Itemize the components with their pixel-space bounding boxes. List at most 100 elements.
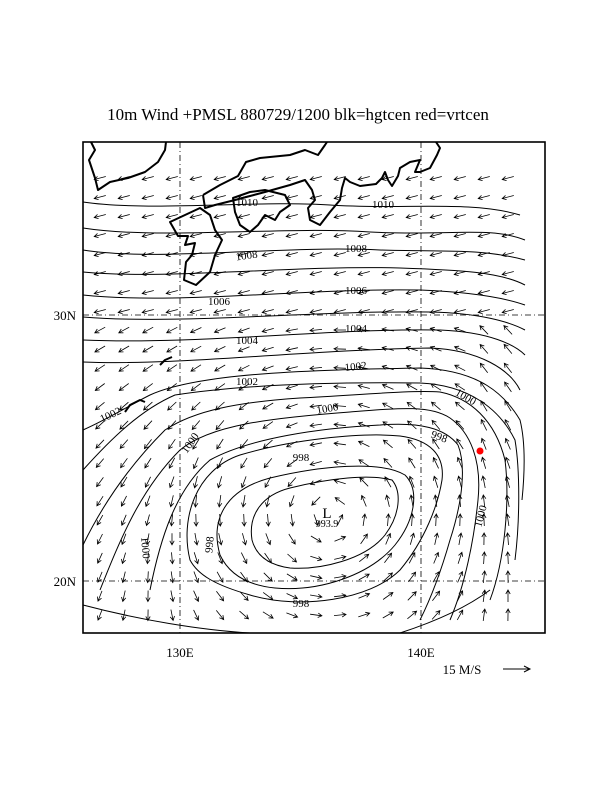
isobar-label: 1010 xyxy=(236,197,259,209)
wind-vector-arrow xyxy=(145,552,151,565)
wind-vector-arrow xyxy=(453,214,466,219)
wind-vector-arrow xyxy=(189,214,202,219)
wind-vector-arrow xyxy=(262,421,274,429)
wind-vector-arrow xyxy=(262,439,273,449)
wind-vector-arrow xyxy=(165,233,178,238)
wind-vector-arrow xyxy=(357,290,370,295)
wind-vector-arrow xyxy=(477,233,490,238)
wind-vector-arrow xyxy=(97,609,103,621)
wind-vector-arrow xyxy=(120,514,127,526)
wind-vector-arrow xyxy=(429,233,442,238)
wind-vector-arrow xyxy=(407,438,417,449)
isobar-label: 1008 xyxy=(345,243,368,255)
wind-vector-arrow xyxy=(237,271,250,276)
wind-vector-arrow xyxy=(118,364,130,372)
wind-vector-arrow xyxy=(357,365,370,371)
wind-vector-arrow xyxy=(118,401,129,411)
wind-vector-arrow xyxy=(165,309,178,314)
wind-vector-arrow xyxy=(480,456,487,469)
wind-vector-arrow xyxy=(383,457,393,468)
wind-vector-arrow xyxy=(288,495,295,508)
wind-vector-arrow xyxy=(261,309,274,314)
wind-vector-arrow xyxy=(505,532,511,546)
wind-vector-arrow xyxy=(145,609,151,622)
wind-vector-arrow xyxy=(309,461,322,466)
graticule xyxy=(83,142,545,633)
wind-vector-arrow xyxy=(191,420,201,431)
wind-vector-arrow xyxy=(213,309,226,314)
wind-vector-arrow xyxy=(193,590,200,603)
wind-vector-arrow xyxy=(407,420,417,430)
isobar-label: 1004 xyxy=(236,335,259,347)
wind-vector-arrow xyxy=(433,494,439,507)
wind-vector-arrow xyxy=(286,459,298,467)
wind-vector-arrow xyxy=(238,401,249,411)
wind-vector-arrow xyxy=(96,514,104,526)
wind-vector-arrow xyxy=(481,475,487,488)
wind-vector-arrow xyxy=(94,383,105,391)
wind-vector-arrow xyxy=(381,402,394,410)
wind-vector-arrow xyxy=(142,345,154,353)
wind-vector-arrow xyxy=(237,309,250,314)
wind-vector-arrow xyxy=(166,345,178,353)
wind-vector-arrow xyxy=(456,456,463,469)
lat-label-20n: 20N xyxy=(54,574,77,589)
wind-vector-arrow xyxy=(263,572,273,582)
wind-vector-arrow xyxy=(217,495,223,508)
coastline-kyushu xyxy=(169,207,223,286)
wind-vector-arrow xyxy=(381,364,394,371)
wind-vector-arrow xyxy=(382,421,394,429)
wind-vector-arrow xyxy=(141,176,154,181)
coastline-honshu xyxy=(202,141,441,226)
wind-vector-arrow xyxy=(165,176,178,181)
wind-vector-arrow xyxy=(333,233,346,238)
wind-vector-arrow xyxy=(505,608,511,622)
wind-vector-arrow xyxy=(169,552,175,565)
wind-vector-arrow xyxy=(261,176,274,181)
wind-vector-arrow xyxy=(382,592,394,600)
wind-vector-arrow xyxy=(481,494,487,508)
wind-vector-arrow xyxy=(385,513,391,527)
wind-vector-arrow xyxy=(453,176,466,181)
wind-vector-arrow xyxy=(309,233,322,238)
wind-vector-arrow xyxy=(504,456,511,469)
wind-vector-arrow xyxy=(189,271,202,276)
wind-vector-arrow xyxy=(504,418,512,431)
wind-vector-arrow xyxy=(333,252,346,257)
wind-vector-arrow xyxy=(333,422,346,428)
wind-vector-arrow xyxy=(504,437,511,450)
wind-vector-arrow xyxy=(408,457,416,469)
wind-vector-arrow xyxy=(382,439,393,449)
wind-vector-arrow xyxy=(480,418,488,431)
wind-vector-arrow xyxy=(189,252,202,257)
wind-vector-arrow xyxy=(333,441,346,447)
wind-vector-arrow xyxy=(216,457,223,470)
wind-vector-arrow xyxy=(189,290,202,295)
wind-vector-arrow xyxy=(216,590,225,602)
coastline-shikoku xyxy=(232,189,291,233)
wind-vector-arrow xyxy=(118,383,129,391)
isobar-label: 998 xyxy=(293,452,310,464)
wind-vector-arrow xyxy=(481,608,487,621)
wind-vector-arrow xyxy=(406,401,418,410)
wind-vector-arrow xyxy=(141,195,154,200)
wind-vector-arrow xyxy=(453,252,466,257)
wind-legend-arrow-head xyxy=(523,665,532,673)
wind-vector-arrow xyxy=(144,457,152,469)
wind-vector-arrow xyxy=(334,497,346,505)
wind-vector-arrow xyxy=(481,551,487,565)
wind-vector-arrow xyxy=(381,290,394,295)
wind-vector-arrow xyxy=(97,571,103,583)
wind-vector-arrow xyxy=(285,309,298,314)
wind-vector-arrow xyxy=(93,271,106,276)
wind-vector-arrow xyxy=(309,252,322,257)
isobar-label: 998 xyxy=(429,429,449,446)
wind-vector-arrow xyxy=(94,326,106,334)
wind-vector-arrow xyxy=(477,290,490,295)
wind-vector-arrow xyxy=(285,403,298,410)
wind-vector-arrow xyxy=(285,366,298,371)
wind-vector-arrow xyxy=(432,571,440,583)
wind-vector-arrow xyxy=(193,476,198,489)
wind-vector-arrow xyxy=(309,271,322,276)
wind-vector-arrow xyxy=(190,383,201,392)
